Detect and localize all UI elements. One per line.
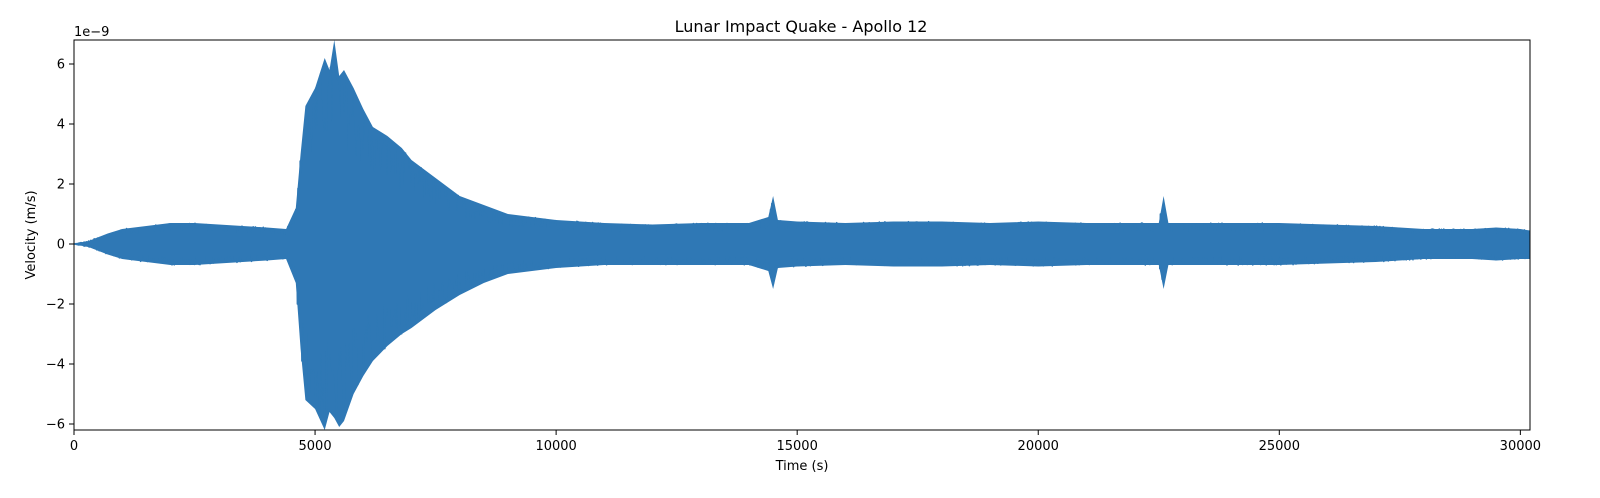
- x-tick-label: 5000: [299, 439, 332, 454]
- y-axis-offset-label: 1e−9: [74, 25, 109, 40]
- x-tick-label: 10000: [535, 439, 576, 454]
- x-tick-label: 30000: [1500, 439, 1541, 454]
- series-group: [74, 40, 1530, 430]
- y-tick-label: −2: [46, 298, 65, 313]
- x-axis-label: Time (s): [775, 459, 829, 474]
- x-tick-label: 20000: [1018, 439, 1059, 454]
- y-tick-label: 4: [57, 118, 65, 133]
- x-axis: 0 5000 10000 15000 20000 25000 30000: [70, 430, 1541, 454]
- y-tick-label: −4: [46, 358, 65, 373]
- plot-frame: [73, 39, 1531, 431]
- y-axis: −6 −4 −2 0 2 4 6: [46, 58, 74, 433]
- y-tick-label: 2: [57, 178, 65, 193]
- y-tick-label: 6: [57, 58, 65, 73]
- y-tick-label: −6: [46, 418, 65, 433]
- plot-area: [73, 39, 1531, 431]
- chart-title: Lunar Impact Quake - Apollo 12: [675, 17, 928, 36]
- x-tick-label: 0: [70, 439, 78, 454]
- x-tick-label: 15000: [776, 439, 817, 454]
- y-axis-label: Velocity (m/s): [24, 190, 39, 279]
- series-line: [74, 66, 1530, 418]
- x-tick-label: 25000: [1259, 439, 1300, 454]
- y-tick-label: 0: [57, 238, 65, 253]
